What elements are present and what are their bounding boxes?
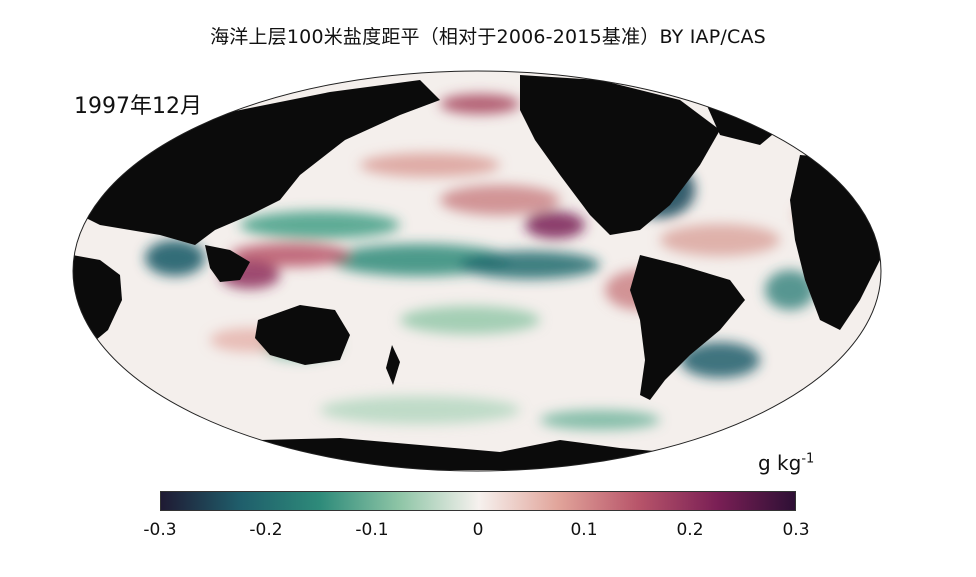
colorbar [160, 491, 796, 511]
colorbar-tick-label: -0.1 [355, 520, 389, 540]
land-new-zealand [386, 345, 400, 385]
colorbar-unit: g kg-1 [758, 451, 815, 475]
colorbar-tick-label: -0.3 [143, 520, 177, 540]
land-asia [73, 80, 440, 245]
land-south-america [630, 255, 745, 400]
land-north-america [520, 75, 720, 235]
date-label: 1997年12月 [74, 94, 202, 119]
map-title: 海洋上层100米盐度距平（相对于2006-2015基准）BY IAP/CAS [210, 26, 766, 48]
globe-outline [72, 70, 882, 472]
colorbar-fill [161, 492, 795, 510]
colorbar-tick-label: 0.1 [570, 520, 598, 540]
land-maritime-continent [205, 245, 250, 282]
land-australia [255, 305, 350, 365]
colorbar-tick-label: -0.2 [249, 520, 283, 540]
colorbar-tick-label: 0 [472, 520, 484, 540]
colorbar-tick-label: 0.3 [782, 520, 810, 540]
colorbar-tick-label: 0.2 [676, 520, 704, 540]
